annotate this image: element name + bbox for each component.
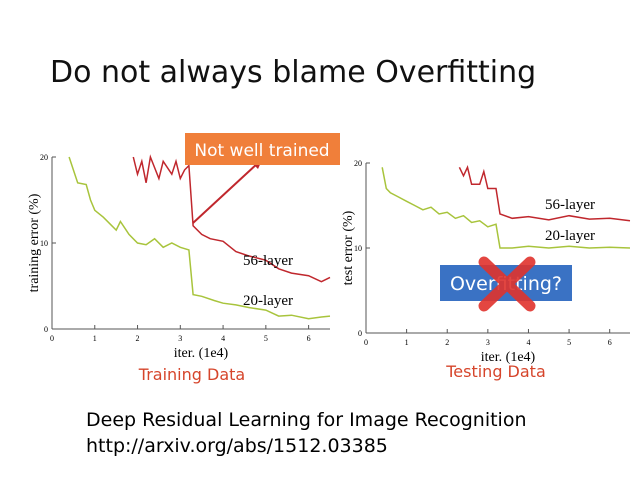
series-line [458,165,631,222]
y-axis-label: test error (%) [341,210,356,285]
x-tick-label: 2 [136,334,140,343]
arrow-line [192,162,259,224]
x-tick-label: 6 [307,334,311,343]
caption: Training Data [138,365,245,384]
y-tick-label: 0 [44,325,48,334]
x-axis-label: iter. (1e4) [481,350,536,365]
cross-mark [478,256,536,312]
y-axis-label: training error (%) [27,193,42,292]
x-tick-label: 5 [264,334,268,343]
series-line [381,167,631,249]
y-tick-label: 0 [358,329,362,338]
x-tick-label: 0 [50,334,54,343]
x-tick-label: 6 [608,338,612,347]
x-tick-label: 0 [364,338,368,347]
paper-url: http://arxiv.org/abs/1512.03385 [86,435,388,457]
annotation-box [185,133,340,165]
x-tick-label: 1 [93,334,97,343]
x-tick-label: 3 [486,338,490,347]
caption: Testing Data [445,362,546,381]
x-tick-label: 4 [221,334,225,343]
series-label: 20-layer [243,293,293,309]
series-label: 56-layer [243,253,293,269]
y-tick-label: 10 [354,244,362,253]
x-tick-label: 2 [445,338,449,347]
series-line [68,156,331,320]
x-tick-label: 1 [405,338,409,347]
paper-title: Deep Residual Learning for Image Recogni… [86,409,527,431]
x-axis-label: iter. (1e4) [174,346,229,361]
slide-title: Do not always blame Overfitting [50,55,536,90]
series-line [132,154,331,283]
x-tick-label: 4 [526,338,530,347]
x-tick-label: 3 [178,334,182,343]
y-tick-label: 10 [40,239,48,248]
series-label: 20-layer [545,228,595,244]
series-label: 56-layer [545,197,595,213]
y-tick-label: 20 [40,153,48,162]
x-tick-label: 5 [567,338,571,347]
y-tick-label: 20 [354,159,362,168]
annotation: Not well trained [194,141,329,161]
